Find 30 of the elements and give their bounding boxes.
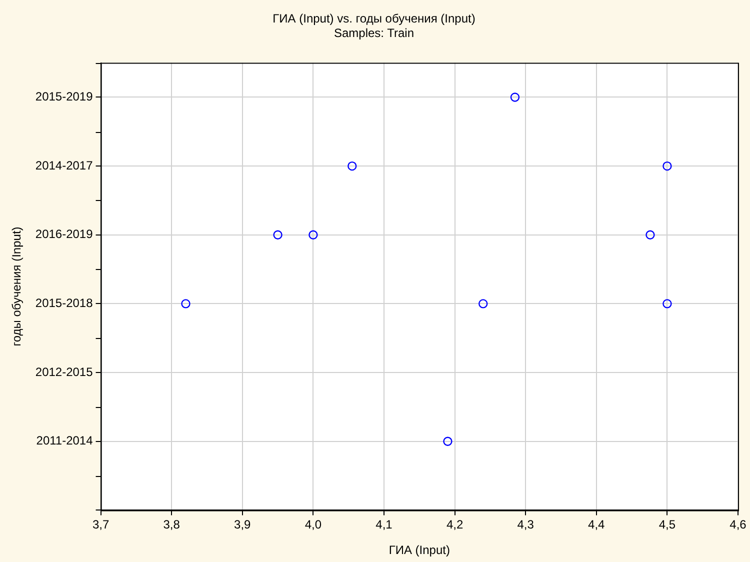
y-tick-label: 2011-2014 <box>36 434 94 448</box>
x-tick-label: 3,8 <box>163 518 180 532</box>
y-tick-label: 2012-2015 <box>35 364 94 379</box>
chart-title: ГИА (Input) vs. годы обучения (Input) <box>272 12 476 26</box>
x-tick-label: 3,7 <box>92 518 110 532</box>
x-tick-label: 4,0 <box>304 518 322 532</box>
point <box>662 299 672 308</box>
y-tick-label: 2015-2018 <box>35 296 94 310</box>
point <box>478 299 488 308</box>
point <box>510 92 520 102</box>
point <box>662 161 672 171</box>
x-axis-title: ГИА (Input) <box>388 543 450 558</box>
x-tick-label: 3,9 <box>234 518 252 532</box>
y-axis-title: годы обучения (Input) <box>10 226 24 346</box>
x-tick-label: 4,5 <box>658 518 676 532</box>
point <box>273 230 282 240</box>
x-tick-label: 4,1 <box>376 518 393 532</box>
x-tick-label: 4,3 <box>517 518 534 532</box>
x-tick-label: 4,6 <box>730 518 747 532</box>
y-tick-label: 2016-2019 <box>35 227 94 242</box>
point <box>646 230 655 240</box>
point <box>181 299 190 308</box>
y-tick-label: 2014-2017 <box>35 158 94 172</box>
point <box>348 161 357 171</box>
x-tick-label: 4,2 <box>446 518 464 532</box>
point <box>443 436 452 446</box>
chart-subtitle: Samples: Train <box>334 26 414 40</box>
y-tick-label: 2015-2019 <box>35 90 94 104</box>
point <box>308 230 318 240</box>
x-tick-label: 4,4 <box>588 518 606 532</box>
